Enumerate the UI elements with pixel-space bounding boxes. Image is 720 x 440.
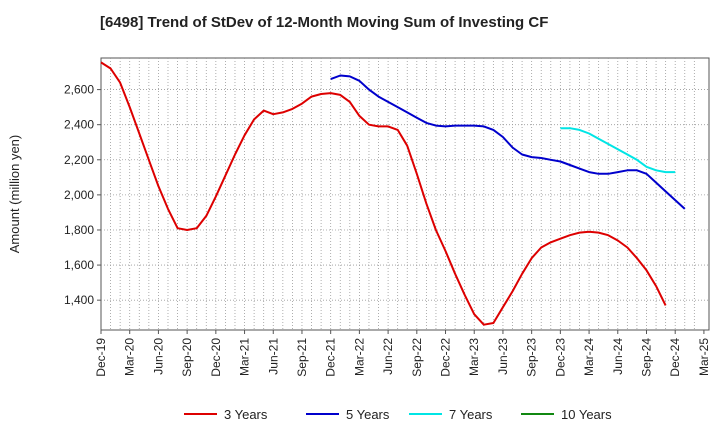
series-line-5-years	[330, 74, 686, 210]
legend: 3 Years 5 Years 7 Years 10 Years	[184, 407, 612, 422]
x-tick-label: Dec-21	[324, 338, 338, 377]
x-tick-label: Mar-24	[582, 338, 596, 376]
y-tick-label: 1,800	[64, 223, 94, 237]
x-tick-label: Sep-20	[180, 338, 194, 377]
x-tick-label: Mar-22	[352, 338, 366, 376]
x-tick-label: Mar-20	[123, 338, 137, 376]
x-tick-label: Sep-23	[525, 338, 539, 377]
x-tick-label: Jun-20	[151, 338, 165, 375]
y-tick-label: 2,600	[64, 83, 94, 97]
x-axis-ticks: Dec-19 Mar-20 Jun-20 Sep-20 Dec-20 Mar-21 Jun-…	[94, 330, 711, 377]
x-tick-label: Dec-19	[94, 338, 108, 377]
x-tick-label: Sep-21	[295, 338, 309, 377]
x-tick-label: Dec-20	[209, 338, 223, 377]
chart-title: [6498] Trend of StDev of 12-Month Moving…	[100, 14, 548, 31]
x-tick-label: Jun-21	[266, 338, 280, 375]
plot-area	[100, 57, 710, 331]
series-line-3-years	[100, 61, 667, 326]
x-tick-label: Jun-22	[381, 338, 395, 375]
x-tick-label: Sep-22	[410, 338, 424, 377]
x-tick-label: Dec-22	[439, 338, 453, 377]
y-tick-label: 2,400	[64, 118, 94, 132]
x-tick-label: Dec-23	[553, 338, 567, 377]
x-tick-label: Sep-24	[639, 338, 653, 377]
x-tick-label: Mar-25	[697, 338, 711, 376]
series-line-7-years	[560, 127, 676, 174]
y-tick-label: 1,400	[64, 293, 94, 307]
x-tick-label: Jun-23	[496, 338, 510, 375]
grid-lines	[101, 58, 709, 330]
legend-label: 5 Years	[346, 407, 390, 422]
y-axis-label: Amount (million yen)	[7, 135, 22, 254]
x-tick-label: Dec-24	[668, 338, 682, 377]
y-axis-ticks: 1,400 1,600 1,800 2,000 2,200 2,400 2,600	[64, 83, 101, 307]
y-tick-label: 2,000	[64, 188, 94, 202]
legend-label: 3 Years	[224, 407, 268, 422]
x-tick-label: Mar-23	[467, 338, 481, 376]
x-tick-label: Jun-24	[611, 338, 625, 375]
x-tick-label: Mar-21	[238, 338, 252, 376]
y-tick-label: 1,600	[64, 258, 94, 272]
y-tick-label: 2,200	[64, 153, 94, 167]
legend-label: 7 Years	[449, 407, 493, 422]
legend-label: 10 Years	[561, 407, 612, 422]
series-lines	[100, 61, 686, 326]
